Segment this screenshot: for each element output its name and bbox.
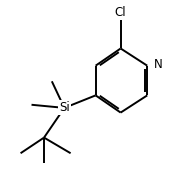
- Text: Cl: Cl: [115, 6, 127, 19]
- Text: Si: Si: [59, 101, 70, 114]
- Text: N: N: [154, 58, 162, 71]
